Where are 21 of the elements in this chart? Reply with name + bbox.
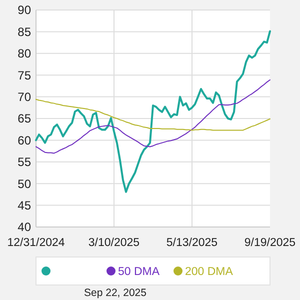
x-tick-label: 9/19/2025 (244, 237, 296, 249)
line-series (35, 30, 271, 193)
y-tick-label: 55 (18, 155, 32, 170)
x-tick-label: 12/31/2024 (7, 237, 66, 249)
line-series (36, 79, 270, 154)
y-tick-label: 90 (18, 3, 32, 18)
x-tick-label: 3/10/2025 (88, 237, 140, 249)
y-tick-label: 45 (18, 198, 32, 212)
x-tick-label: 5/13/2025 (166, 237, 218, 249)
y-tick-label: 80 (18, 46, 32, 61)
y-tick-label: 70 (18, 90, 32, 104)
legend-label: 50 DMA (118, 266, 160, 278)
line-series (36, 98, 270, 131)
y-tick-label: 65 (18, 112, 32, 126)
y-tick-label: 85 (18, 24, 32, 39)
legend-label: 200 DMA (185, 266, 234, 278)
y-tick-label: 60 (18, 133, 32, 148)
y-tick-label: 40 (18, 220, 32, 234)
text: Sep 22, 2025 (84, 287, 147, 299)
y-tick-label: 50 (18, 176, 32, 191)
y-tick-label: 75 (18, 68, 32, 82)
